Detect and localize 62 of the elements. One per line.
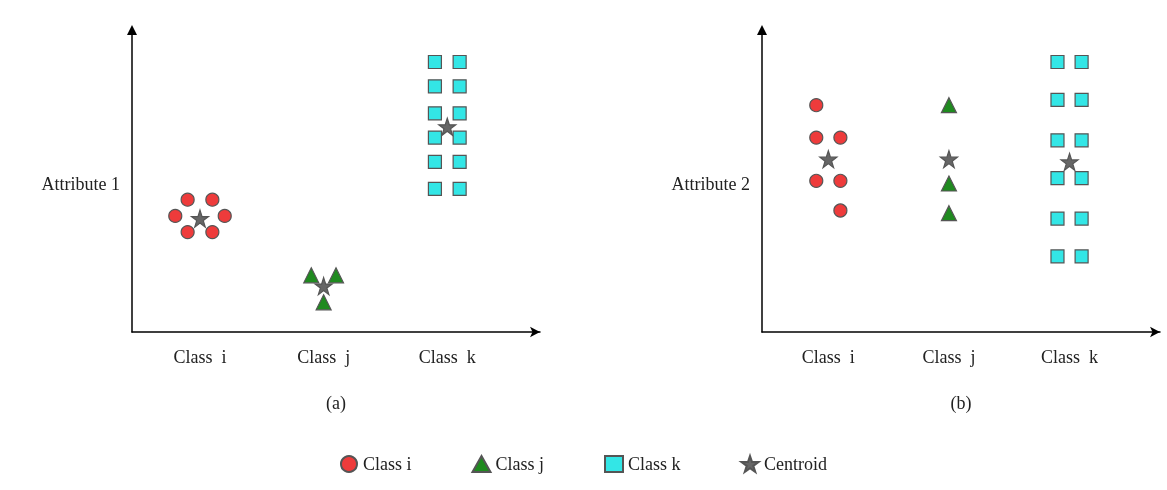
x-tick-label: Class k bbox=[1041, 347, 1099, 367]
legend-label: Class j bbox=[495, 454, 545, 474]
legend-label: Class i bbox=[362, 454, 412, 474]
point bbox=[327, 267, 345, 284]
point bbox=[217, 208, 232, 223]
x-tick-label: Class j bbox=[297, 347, 351, 367]
point bbox=[452, 130, 467, 145]
point bbox=[819, 150, 838, 169]
point bbox=[939, 150, 959, 169]
point bbox=[452, 54, 467, 70]
point bbox=[427, 154, 443, 169]
point bbox=[427, 181, 443, 196]
point bbox=[1050, 211, 1065, 226]
x-tick-label: Class k bbox=[418, 347, 476, 367]
point bbox=[303, 267, 320, 284]
point bbox=[1074, 249, 1089, 264]
point bbox=[168, 208, 183, 223]
point bbox=[452, 181, 467, 196]
point bbox=[1050, 133, 1065, 148]
point bbox=[1074, 92, 1089, 107]
x-tick-label: Class j bbox=[922, 347, 976, 367]
point bbox=[452, 79, 467, 94]
point bbox=[1050, 249, 1065, 264]
y-axis-title: Attribute 2 bbox=[671, 173, 750, 194]
point bbox=[190, 209, 210, 228]
point bbox=[1050, 54, 1065, 70]
x-tick-label: Class i bbox=[173, 347, 227, 367]
point bbox=[940, 205, 958, 222]
point bbox=[427, 106, 443, 121]
point bbox=[438, 117, 457, 136]
legend-label: Centroid bbox=[764, 454, 828, 474]
legend-label: Class k bbox=[628, 454, 681, 474]
point bbox=[833, 203, 848, 218]
point bbox=[1074, 211, 1089, 226]
point bbox=[940, 175, 958, 192]
y-axis-title: Attribute 1 bbox=[41, 173, 120, 194]
x-axis-title: (b) bbox=[950, 393, 972, 414]
point bbox=[1050, 171, 1065, 186]
point bbox=[940, 97, 958, 114]
point bbox=[180, 192, 195, 207]
point bbox=[1060, 152, 1079, 171]
point bbox=[833, 130, 848, 145]
point bbox=[1074, 133, 1089, 148]
point bbox=[809, 98, 824, 113]
point bbox=[809, 130, 824, 145]
point bbox=[205, 192, 220, 207]
point bbox=[427, 54, 443, 70]
point bbox=[205, 225, 220, 240]
point bbox=[1074, 54, 1089, 70]
point bbox=[180, 225, 195, 240]
point bbox=[1074, 171, 1089, 186]
point bbox=[427, 79, 443, 94]
x-tick-label: Class i bbox=[801, 347, 855, 367]
point bbox=[427, 130, 443, 145]
point bbox=[1050, 92, 1065, 107]
point bbox=[452, 106, 467, 121]
point bbox=[314, 277, 333, 296]
x-axis-title: (a) bbox=[326, 393, 346, 414]
point bbox=[452, 154, 467, 169]
point bbox=[315, 294, 332, 311]
point bbox=[809, 173, 824, 188]
point bbox=[833, 173, 848, 188]
